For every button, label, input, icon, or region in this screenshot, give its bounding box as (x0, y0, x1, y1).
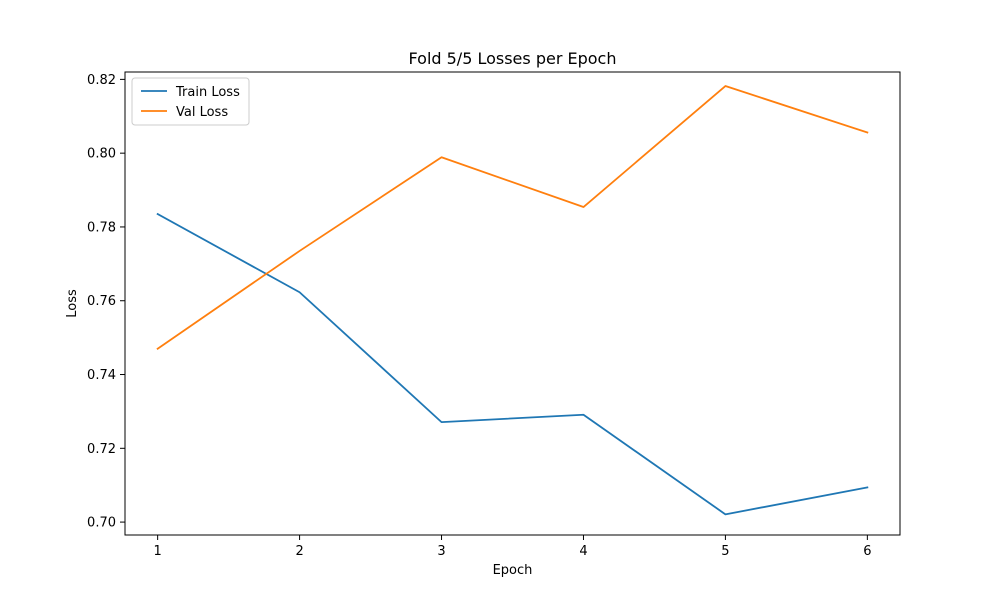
x-axis-ticks: 1 2 3 4 5 6 (154, 535, 871, 559)
series-layer (156, 85, 869, 516)
legend: Train Loss Val Loss (131, 77, 250, 126)
x-tick-label: 4 (579, 544, 587, 559)
x-axis-label: Epoch (493, 563, 533, 578)
y-axis-label: Loss (65, 289, 80, 318)
y-tick-label: 0.70 (87, 516, 116, 531)
legend-label-train-loss: Train Loss (175, 85, 240, 100)
series-line-train-loss (156, 212, 869, 516)
legend-label-val-loss: Val Loss (176, 105, 228, 120)
series-line-val-loss (156, 85, 869, 350)
x-tick-label: 6 (863, 544, 871, 559)
y-tick-label: 0.72 (87, 442, 116, 457)
axes-layer (124, 71, 901, 536)
x-tick-label: 3 (437, 544, 445, 559)
y-tick-label: 0.82 (87, 73, 116, 88)
y-tick-label: 0.74 (87, 368, 116, 383)
plot-area (125, 72, 900, 535)
plot-background (125, 72, 900, 535)
y-tick-label: 0.76 (87, 294, 116, 309)
legend-box (131, 77, 250, 126)
x-tick-label: 2 (295, 544, 303, 559)
x-tick-label: 5 (721, 544, 729, 559)
y-axis-ticks: 0.70 0.72 0.74 0.76 0.78 0.80 0.82 (87, 73, 125, 531)
chart-title: Fold 5/5 Losses per Epoch (409, 49, 617, 68)
y-tick-label: 0.78 (87, 220, 116, 235)
axes-frame (124, 71, 901, 536)
y-tick-label: 0.80 (87, 147, 116, 162)
x-tick-label: 1 (154, 544, 162, 559)
